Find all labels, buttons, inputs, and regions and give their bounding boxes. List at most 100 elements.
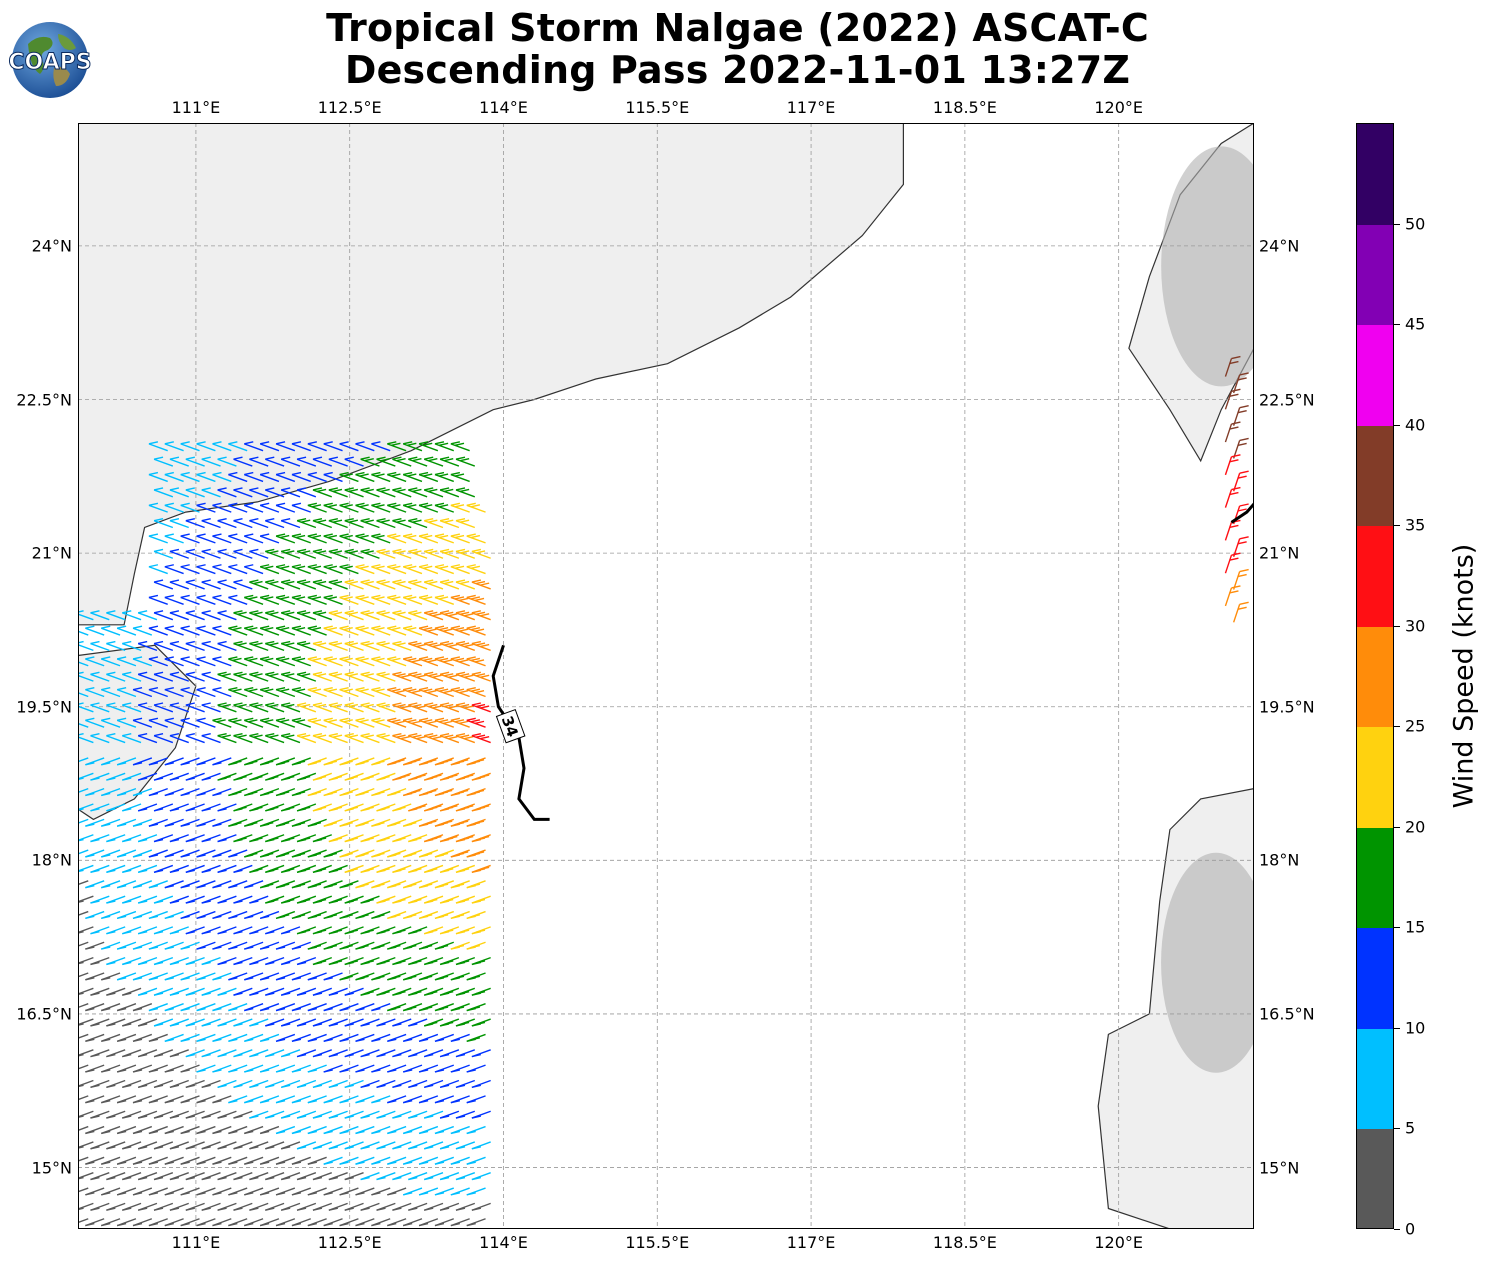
wind-barb [153, 487, 174, 498]
colorbar-segment [1357, 827, 1393, 929]
wind-barb [450, 471, 470, 483]
wind-barb [423, 610, 444, 621]
lat-tick-label-right: 18°N [1259, 850, 1300, 870]
wind-barb [371, 502, 391, 513]
wind-barb [355, 757, 375, 766]
lat-tick-label-left: 24°N [31, 236, 72, 256]
wind-barb [137, 671, 158, 682]
wind-barb [249, 640, 269, 652]
wind-barb [455, 640, 476, 652]
colorbar-segment [1357, 425, 1393, 527]
wind-barb [376, 487, 396, 498]
wind-barb [312, 702, 332, 713]
colorbar-tick-label: 30 [1405, 616, 1426, 636]
wind-barb [185, 640, 205, 652]
wind-barb [402, 502, 423, 513]
wind-barb [376, 456, 396, 467]
wind-barb [471, 548, 491, 559]
wind-barb [455, 548, 476, 559]
wind-barb [233, 640, 253, 652]
wind-barb [402, 441, 423, 452]
wind-barb [85, 625, 105, 636]
wind-barb [423, 517, 444, 529]
wind-barb [408, 671, 428, 682]
wind-barb [201, 671, 221, 682]
wind-barb [122, 671, 142, 682]
wind-barb [455, 517, 476, 529]
wind-barb [196, 625, 216, 636]
wind-barb [106, 702, 126, 713]
wind-barb [471, 671, 491, 682]
wind-barb [418, 441, 439, 452]
wind-barb [180, 564, 200, 575]
wind-barb [275, 625, 296, 636]
wind-barb [392, 610, 412, 621]
wind-barb [180, 625, 200, 636]
wind-barb [196, 441, 216, 452]
wind-barb [328, 456, 348, 467]
wind-barb [78, 671, 94, 682]
wind-barb [307, 564, 327, 575]
wind-barb [196, 594, 216, 605]
wind-barb [291, 656, 311, 667]
wind-barb [185, 733, 205, 744]
wind-barb [180, 656, 200, 667]
wind-barb [402, 686, 423, 698]
wind-barb [339, 717, 359, 728]
wind-barb [280, 456, 301, 467]
wind-barb [439, 487, 460, 498]
wind-barb [434, 656, 455, 667]
lat-tick-label-left: 21°N [31, 543, 72, 563]
wind-barb [217, 610, 237, 621]
wind-barb [323, 686, 343, 698]
wind-barb [360, 487, 380, 498]
wind-barb [137, 733, 158, 744]
wind-barb [466, 564, 486, 575]
wind-barb [387, 533, 407, 544]
wind-barb [471, 610, 491, 621]
wind-barb [423, 671, 444, 682]
wind-barb [455, 456, 476, 467]
logo-text: COAPS [8, 50, 91, 75]
lon-tick-label-bottom: 120°E [1094, 1233, 1143, 1252]
wind-barb [339, 625, 359, 636]
wind-barb [137, 610, 158, 621]
wind-barb [265, 733, 285, 744]
wind-barb [339, 757, 359, 766]
wind-barb [212, 717, 232, 728]
wind-barb [265, 548, 285, 559]
wind-barb [450, 656, 470, 667]
wind-barb [259, 533, 280, 544]
wind-barb [180, 757, 200, 766]
wind-barb [312, 671, 332, 682]
wind-barb [418, 502, 439, 513]
wind-barb [344, 671, 364, 682]
wind-barb [434, 625, 455, 636]
wind-barb [376, 548, 396, 559]
wind-barb [101, 656, 121, 667]
globe-icon: COAPS [8, 22, 92, 98]
wind-barb [265, 702, 285, 713]
wind-barb [132, 656, 153, 667]
wind-barb [280, 640, 301, 652]
wind-barb [291, 717, 311, 728]
wind-barb [323, 564, 343, 575]
wind-barb [355, 594, 375, 605]
wind-barb [259, 717, 280, 728]
wind-barb [296, 702, 317, 713]
wind-barb [106, 733, 126, 744]
wind-barb [153, 733, 174, 744]
wind-barb [132, 717, 153, 728]
wind-barb [344, 640, 364, 652]
wind-barb [371, 471, 391, 483]
wind-barb [153, 640, 174, 652]
wind-barb [228, 502, 248, 513]
wind-barb [164, 656, 184, 667]
wind-barb [233, 487, 253, 498]
wind-barb [371, 625, 391, 636]
wind-barb [201, 702, 221, 713]
wind-barb [101, 757, 121, 766]
wind-barb [376, 579, 396, 590]
wind-barb [249, 487, 269, 498]
wind-barb [90, 733, 110, 744]
